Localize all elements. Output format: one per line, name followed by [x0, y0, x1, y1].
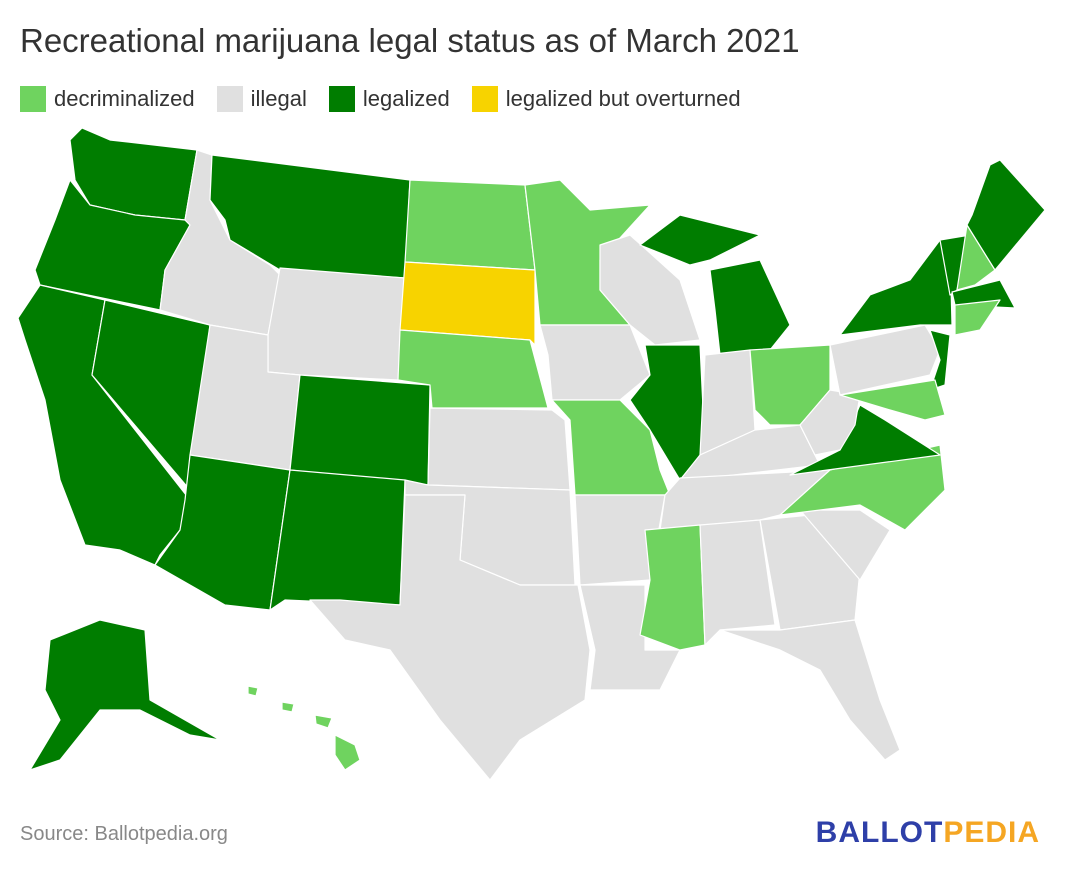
- state-ak: [29, 619, 221, 771]
- state-ca: [17, 284, 191, 566]
- legend-swatch: [216, 86, 243, 112]
- legend-item-overturned: legalized but overturned: [471, 86, 741, 112]
- state-la: [579, 584, 681, 691]
- legend-label: legalized but overturned: [505, 86, 741, 111]
- logo-part1: BALLOT: [815, 816, 944, 849]
- state-mo: [551, 399, 671, 496]
- state-ny: [839, 239, 953, 336]
- legend-swatch: [20, 86, 46, 112]
- state-mi-lower: [709, 259, 791, 356]
- state-sd: [399, 261, 536, 346]
- logo-part2: PEDIA: [943, 816, 1040, 849]
- source-note: Source: Ballotpedia.org: [20, 823, 228, 845]
- state-tx: [309, 494, 591, 781]
- legend-label: legalized: [362, 86, 450, 111]
- state-me: [966, 159, 1046, 271]
- state-ks: [427, 407, 571, 491]
- legend-label: decriminalized: [54, 86, 195, 111]
- state-co: [289, 374, 431, 486]
- legend-label: illegal: [250, 86, 307, 111]
- state-va: [789, 404, 941, 476]
- state-hi-oahu: [281, 701, 295, 713]
- legend-item-decriminalized: decriminalized: [20, 86, 195, 112]
- state-wv: [799, 389, 861, 456]
- state-ia: [539, 324, 651, 401]
- state-al: [699, 519, 776, 646]
- state-sc: [799, 509, 891, 581]
- legend-swatch: [471, 86, 498, 112]
- state-ct-ri: [954, 299, 1001, 336]
- state-mi-upper: [639, 214, 761, 266]
- legend-item-illegal: illegal: [216, 86, 307, 112]
- ballotpedia-logo: BALLOTPEDIA: [816, 816, 1040, 850]
- state-nm: [269, 469, 406, 611]
- state-wy: [267, 267, 406, 381]
- state-pa: [829, 324, 941, 396]
- state-md-de: [839, 379, 946, 421]
- state-wi: [599, 234, 701, 346]
- legend-swatch: [328, 86, 355, 112]
- state-nd: [404, 179, 536, 271]
- state-fl: [719, 619, 901, 761]
- state-hi-maui: [314, 714, 333, 729]
- chart-title: Recreational marijuana legal status as o…: [20, 22, 800, 59]
- state-ms: [639, 524, 706, 651]
- legend: decriminalized illegal legalized legaliz…: [20, 86, 741, 112]
- state-hi-big: [334, 734, 361, 771]
- legend-item-legalized: legalized: [328, 86, 450, 112]
- state-hi-kauai: [247, 685, 259, 697]
- state-il: [629, 344, 706, 481]
